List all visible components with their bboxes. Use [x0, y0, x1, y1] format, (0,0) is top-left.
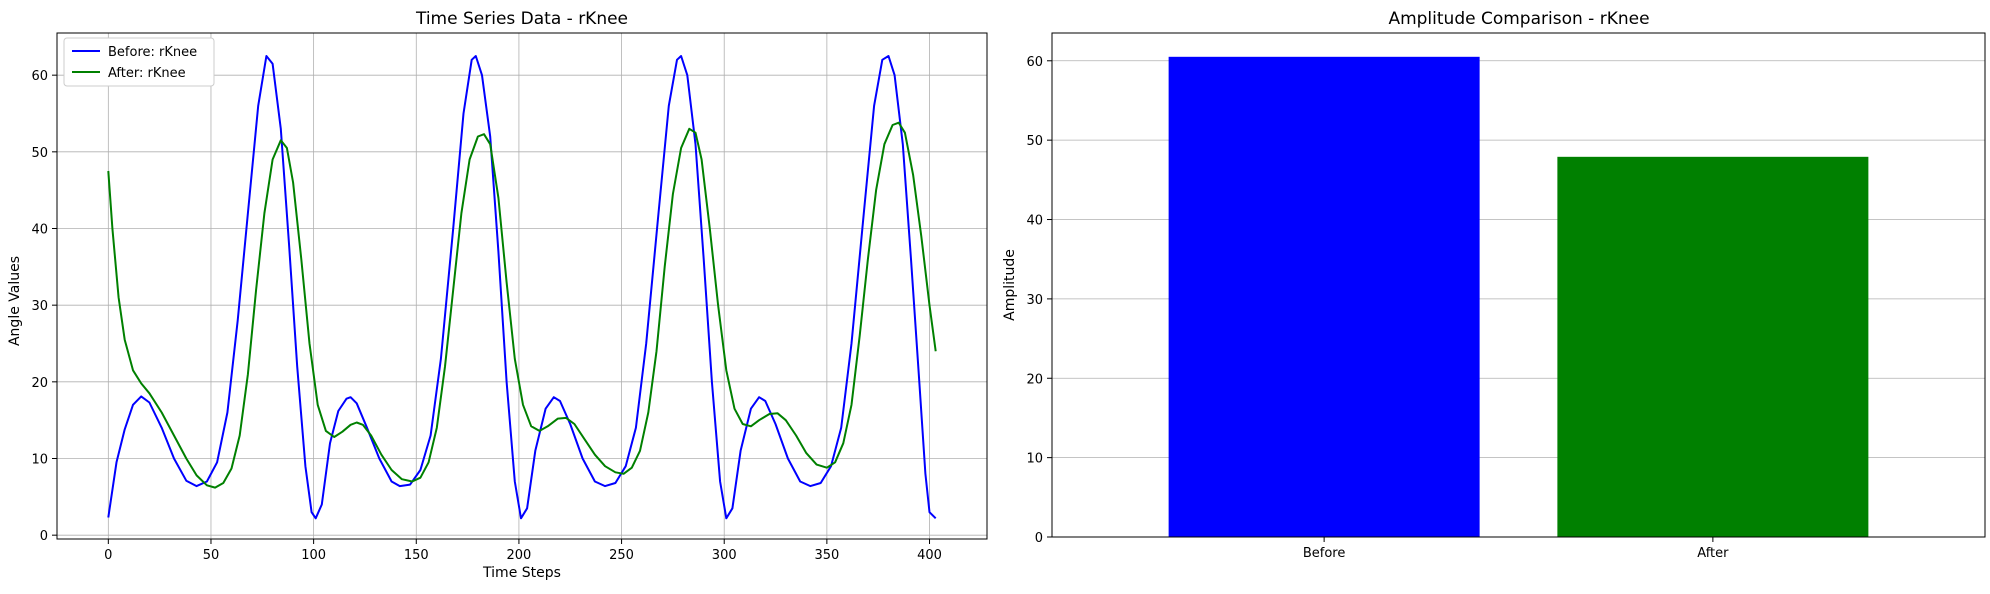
- ticks: 0 50 100 150 200 250 300 350 400 0 10 20 30 40 50 60: [31, 69, 941, 563]
- bar-before: [1168, 56, 1480, 537]
- x-axis-label: Time Steps: [482, 565, 561, 581]
- y-tick-label: 60: [31, 69, 48, 84]
- grid: [57, 33, 987, 539]
- y-axis-label: Angle Values: [7, 256, 23, 346]
- plot-frame: [56, 32, 988, 540]
- x-tick-label: 150: [404, 548, 429, 563]
- x-tick-label: After: [1697, 546, 1729, 561]
- legend-box: [63, 37, 215, 87]
- chart-title: Amplitude Comparison - rKnee: [1388, 9, 1649, 29]
- amplitude-chart: Amplitude Comparison - rKnee Amplitude 0…: [1002, 9, 1986, 561]
- y-tick-label: 40: [31, 223, 48, 238]
- y-axis-label: Amplitude: [1002, 249, 1018, 321]
- series-line-before: [107, 55, 937, 520]
- y-tick-label: 10: [31, 453, 48, 468]
- y-tick-label: 0: [1035, 531, 1043, 546]
- plot-frame: [1051, 32, 1986, 538]
- x-tick-label: 200: [507, 548, 532, 563]
- y-tick-label: 20: [31, 376, 48, 391]
- y-tick-label: 30: [31, 299, 48, 314]
- x-tick-label: 0: [104, 548, 112, 563]
- y-tick-label: 20: [1026, 372, 1043, 387]
- x-tick-label: 300: [712, 548, 737, 563]
- y-tick-label: 30: [1026, 293, 1043, 308]
- legend-label-after: After: rKnee: [108, 66, 186, 81]
- legend-label-before: Before: rKnee: [108, 45, 197, 60]
- y-tick-label: 40: [1026, 214, 1043, 229]
- y-tick-label: 10: [1026, 452, 1043, 467]
- series-line-after: [107, 121, 937, 489]
- x-tick-label: Before: [1303, 546, 1346, 561]
- y-tick-label: 0: [40, 529, 48, 544]
- ticks: 0 10 20 30 40 50 60 Before After: [1026, 55, 1729, 561]
- x-tick-label: 100: [301, 548, 326, 563]
- bar-after: [1557, 156, 1869, 537]
- chart-title: Time Series Data - rKnee: [415, 9, 628, 29]
- x-tick-label: 350: [814, 548, 839, 563]
- legend: Before: rKnee After: rKnee: [63, 37, 215, 87]
- y-tick-label: 50: [1026, 134, 1043, 149]
- series-group: [107, 55, 937, 520]
- y-tick-label: 60: [1026, 55, 1043, 70]
- y-tick-label: 50: [31, 146, 48, 161]
- time-series-chart: Time Series Data - rKnee Time Steps Angl…: [7, 9, 988, 581]
- bars-group: [1168, 56, 1869, 537]
- x-tick-label: 250: [609, 548, 634, 563]
- x-tick-label: 50: [203, 548, 220, 563]
- x-tick-label: 400: [917, 548, 942, 563]
